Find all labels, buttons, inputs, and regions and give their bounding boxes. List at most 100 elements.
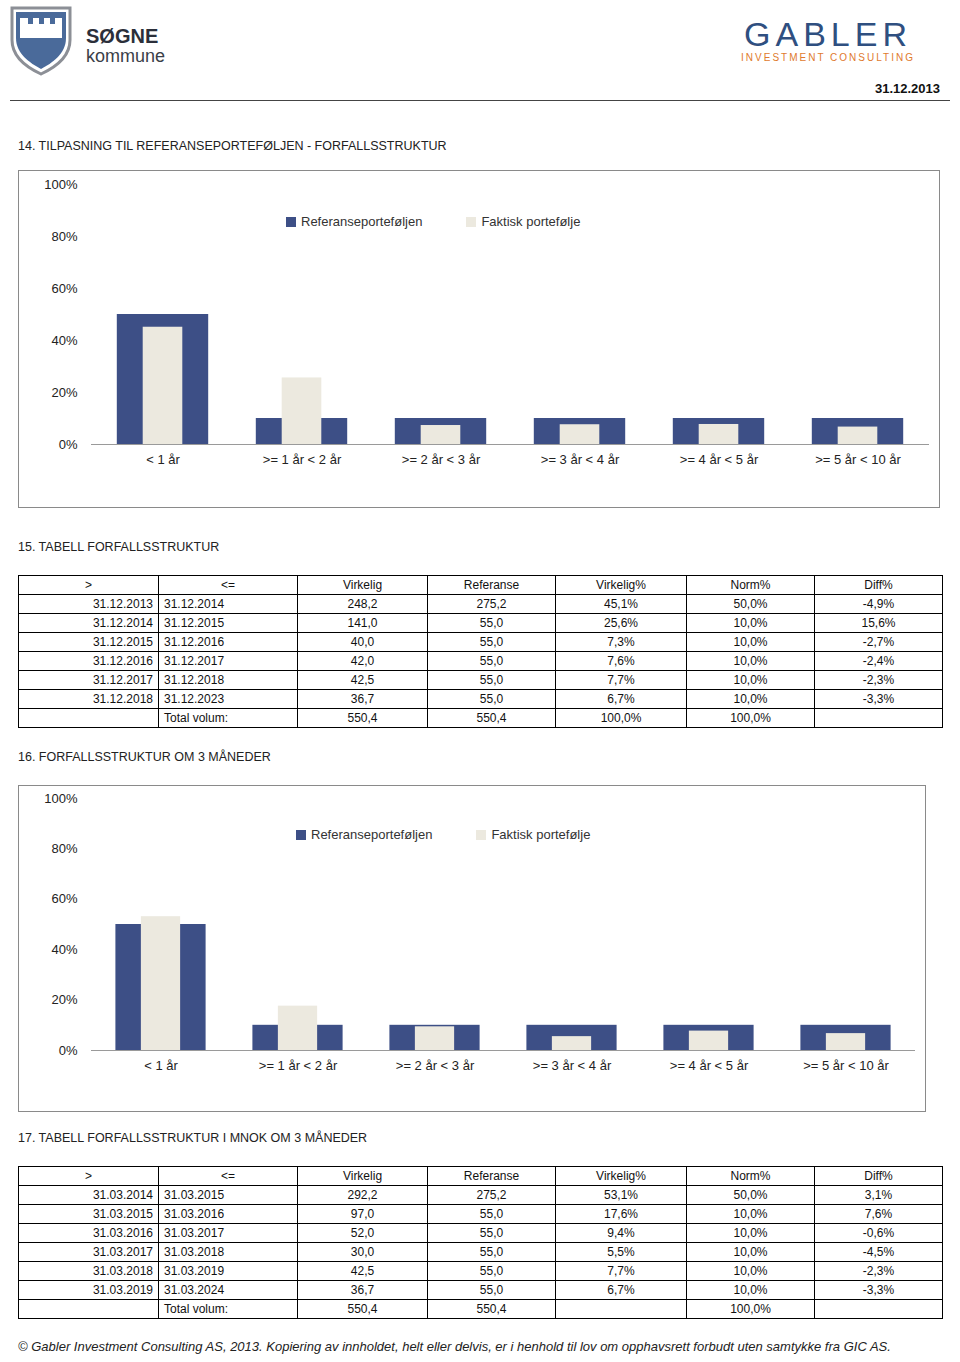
- html-text:Virkelig: Virkelig: [342, 1169, 383, 1183]
- html-text:Diff%: Diff%: [864, 1169, 893, 1183]
- html-text:550,4: 550,4: [476, 711, 507, 725]
- html-text:42,5: 42,5: [350, 673, 375, 687]
- html-text:550,4: 550,4: [347, 711, 378, 725]
- html-text:10,0%: 10,0%: [733, 616, 768, 630]
- svg-text:>= 5 år < 10 år: >= 5 år < 10 år: [803, 1058, 889, 1073]
- html-text:31.12.2018: 31.12.2018: [92, 692, 153, 706]
- svg-text:80%: 80%: [51, 841, 77, 856]
- html-text:100,0%: 100,0%: [730, 711, 771, 725]
- svg-text:40%: 40%: [51, 333, 77, 348]
- html-text:248,2: 248,2: [347, 597, 378, 611]
- html-text:31.12.2013: 31.12.2013: [92, 597, 153, 611]
- svg-text:>= 2 år < 3 år: >= 2 år < 3 år: [396, 1058, 475, 1073]
- html-text:17. TABELL FORFALLSSTRUKTUR I: 17. TABELL FORFALLSSTRUKTUR I MNOK OM 3 …: [18, 1131, 368, 1145]
- html-text:Faktisk portefølje: Faktisk portefølje: [481, 214, 581, 229]
- svg-text:60%: 60%: [51, 891, 77, 906]
- html-text:Referanseporteføljen: Referanseporteføljen: [311, 827, 433, 842]
- html-text:31.12.2014: 31.12.2014: [164, 597, 225, 611]
- svg-text:0%: 0%: [59, 1043, 78, 1058]
- html-text:50,0%: 50,0%: [733, 1188, 768, 1202]
- html-text:31.12.2023: 31.12.2023: [164, 692, 225, 706]
- svg-text:>= 4 år < 5 år: >= 4 år < 5 år: [670, 1058, 749, 1073]
- html-text:31.12.2017: 31.12.2017: [164, 654, 225, 668]
- html-text:Referanse: Referanse: [463, 1169, 520, 1183]
- html-text:Referanseporteføljen: Referanseporteføljen: [301, 214, 423, 229]
- html-text:SØGNE: SØGNE: [86, 25, 159, 47]
- html-text:25,6%: 25,6%: [604, 616, 638, 630]
- html-text:10,0%: 10,0%: [733, 673, 768, 687]
- html-text:7,6%: 7,6%: [607, 654, 635, 668]
- html-text:36,7: 36,7: [350, 692, 375, 706]
- html-text:55,0: 55,0: [479, 616, 504, 630]
- html-text:16. FORFALLSSTRUKTUR OM 3 MÅNE: 16. FORFALLSSTRUKTUR OM 3 MÅNEDER: [18, 750, 271, 764]
- svg-text:20%: 20%: [51, 992, 77, 1007]
- html-text:55,0: 55,0: [479, 692, 504, 706]
- html-text:31.12.2017: 31.12.2017: [92, 673, 153, 687]
- html-text:GABLER: GABLER: [744, 15, 912, 53]
- svg-text:>= 5 år < 10 år: >= 5 år < 10 år: [815, 452, 901, 467]
- html-text:15. TABELL FORFALLSSTRUKTUR: 15. TABELL FORFALLSSTRUKTUR: [18, 540, 220, 554]
- html-text:53,1%: 53,1%: [604, 1188, 638, 1202]
- html-text:Total volum:: Total volum:: [164, 711, 228, 725]
- html-text:275,2: 275,2: [476, 597, 507, 611]
- svg-text:60%: 60%: [51, 281, 77, 296]
- html-text:31.12.2015: 31.12.2015: [164, 616, 225, 630]
- html-text:292,2: 292,2: [347, 1188, 378, 1202]
- html-text:10,0%: 10,0%: [733, 635, 768, 649]
- html-text:7,3%: 7,3%: [607, 635, 635, 649]
- html-text:-2,3%: -2,3%: [862, 673, 895, 687]
- html-text:141,0: 141,0: [347, 616, 378, 630]
- svg-text:>= 4 år < 5 år: >= 4 år < 5 år: [680, 452, 759, 467]
- html-text:31.12.2015: 31.12.2015: [92, 635, 153, 649]
- svg-text:100%: 100%: [44, 791, 78, 806]
- html-text:10,0%: 10,0%: [733, 692, 768, 706]
- svg-text:>= 3 år < 4 år: >= 3 år < 4 år: [533, 1058, 612, 1073]
- html-text:© Gabler Investment Consulting: © Gabler Investment Consulting AS, 2013.…: [18, 1339, 891, 1354]
- html-text:Virkelig: Virkelig: [342, 578, 383, 592]
- html-text:55,0: 55,0: [479, 635, 504, 649]
- html-text:-4,9%: -4,9%: [862, 597, 895, 611]
- svg-text:20%: 20%: [51, 385, 77, 400]
- html-text:Norm%: Norm%: [730, 1169, 771, 1183]
- html-text:7,7%: 7,7%: [607, 673, 635, 687]
- html-text:100,0%: 100,0%: [600, 711, 642, 725]
- html-text:kommune: kommune: [86, 46, 165, 66]
- html-text:Norm%: Norm%: [730, 578, 771, 592]
- html-text:Diff%: Diff%: [864, 578, 893, 592]
- svg-text:0%: 0%: [59, 437, 78, 452]
- html-text:31.12.2013: 31.12.2013: [874, 81, 940, 96]
- html-text:Referanse: Referanse: [463, 578, 520, 592]
- html-text:15,6%: 15,6%: [861, 616, 896, 630]
- html-text:31.03.2014: 31.03.2014: [92, 1188, 153, 1202]
- html-text:50,0%: 50,0%: [733, 597, 768, 611]
- html-text:Faktisk portefølje: Faktisk portefølje: [491, 827, 591, 842]
- html-text:-2,7%: -2,7%: [862, 635, 895, 649]
- html-text:45,1%: 45,1%: [604, 597, 638, 611]
- html-text:-3,3%: -3,3%: [862, 692, 895, 706]
- html-text:10,0%: 10,0%: [733, 654, 768, 668]
- html-text:42,0: 42,0: [350, 654, 375, 668]
- html-text:31.03.2015: 31.03.2015: [164, 1188, 225, 1202]
- html-text:Virkelig%: Virkelig%: [596, 578, 646, 592]
- svg-text:100%: 100%: [44, 177, 78, 192]
- html-text:-2,4%: -2,4%: [862, 654, 895, 668]
- html-text:Virkelig%: Virkelig%: [596, 1169, 646, 1183]
- svg-text:40%: 40%: [51, 942, 77, 957]
- html-text:31.12.2014: 31.12.2014: [92, 616, 153, 630]
- svg-text:>= 1 år < 2 år: >= 1 år < 2 år: [259, 1058, 338, 1073]
- svg-text:>= 2 år < 3 år: >= 2 år < 3 år: [402, 452, 481, 467]
- svg-text:>= 1 år < 2 år: >= 1 år < 2 år: [263, 452, 342, 467]
- html-text:55,0: 55,0: [479, 654, 504, 668]
- svg-text:80%: 80%: [51, 229, 77, 244]
- html-text:31.12.2016: 31.12.2016: [92, 654, 153, 668]
- svg-text:< 1 år: < 1 år: [146, 452, 180, 467]
- html-text:31.12.2018: 31.12.2018: [164, 673, 225, 687]
- html-text:275,2: 275,2: [476, 1188, 507, 1202]
- html-text:55,0: 55,0: [479, 673, 504, 687]
- html-text:14. TILPASNING TIL REFERANSEPO: 14. TILPASNING TIL REFERANSEPORTEFØLJEN …: [18, 139, 447, 153]
- svg-text:< 1 år: < 1 år: [144, 1058, 178, 1073]
- html-text:40,0: 40,0: [350, 635, 375, 649]
- svg-text:>= 3 år < 4 år: >= 3 år < 4 år: [541, 452, 620, 467]
- html-text:6,7%: 6,7%: [607, 692, 635, 706]
- html-text:31.12.2016: 31.12.2016: [164, 635, 225, 649]
